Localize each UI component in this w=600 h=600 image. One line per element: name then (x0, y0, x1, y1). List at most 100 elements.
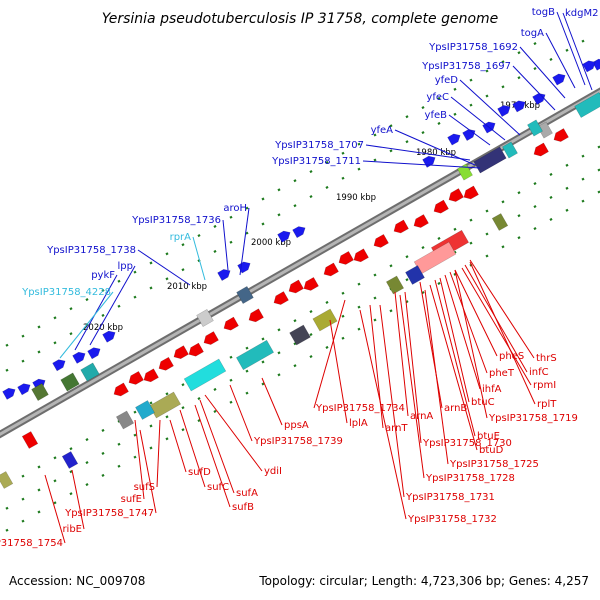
tick-mark (341, 291, 345, 295)
gene-label-ypsip31758-1707: YpsIP31758_1707 (274, 140, 364, 151)
tick-mark (341, 336, 345, 340)
tick-mark (21, 474, 25, 478)
tick-mark (245, 369, 249, 373)
tick-mark (101, 451, 105, 455)
feature-box (61, 451, 79, 469)
forward-gene-arrow (592, 58, 600, 71)
forward-gene-arrow (72, 351, 86, 364)
gene-label-arnt: arnT (385, 423, 408, 434)
forward-gene-arrow (482, 121, 496, 134)
tick-mark (533, 227, 537, 231)
feature-box (149, 391, 181, 419)
tick-mark (549, 217, 553, 221)
tick-mark (165, 392, 169, 396)
tick-mark (149, 401, 153, 405)
tick-mark (565, 48, 569, 52)
tick-mark (229, 400, 233, 404)
tick-mark (453, 87, 457, 91)
gene-label-ribe: ribE (62, 524, 82, 535)
leader-line (394, 129, 476, 166)
reverse-gene-arrow (248, 308, 264, 323)
topology-text: Topology: circular; Length: 4,723,306 bp… (259, 574, 589, 588)
tick-mark (501, 60, 505, 64)
tick-mark (181, 243, 185, 247)
reverse-gene-arrow (553, 128, 569, 142)
tick-mark (213, 224, 217, 228)
leader-line (519, 46, 566, 99)
gene-label-rpmi: rpmI (533, 380, 556, 391)
tick-mark (245, 346, 249, 350)
gene-label-toga: togA (521, 28, 544, 39)
accession-text: Accession: NC_009708 (9, 574, 146, 588)
gene-label-rpra: rprA (170, 232, 192, 243)
gene-label-arnb: arnB (444, 403, 467, 414)
gene-label-phes: pheS (499, 351, 524, 362)
gene-label-btud: btuD (479, 445, 504, 456)
feature-box (527, 119, 543, 137)
tick-mark (69, 307, 73, 311)
tick-mark (325, 185, 329, 189)
tick-mark (21, 497, 25, 501)
tick-mark (261, 337, 265, 341)
leader-line (204, 394, 263, 472)
tick-mark (37, 510, 41, 514)
tick-mark (277, 351, 281, 355)
tick-mark (341, 176, 345, 180)
leader-line (362, 160, 481, 169)
leader-line (399, 294, 425, 479)
tick-mark (469, 78, 473, 82)
feature-box (473, 146, 507, 174)
tick-mark (117, 304, 121, 308)
tick-mark (405, 115, 409, 119)
feature-box (491, 213, 509, 231)
tick-mark (181, 406, 185, 410)
gene-label-pykf: pykF (91, 270, 115, 281)
tick-mark (581, 199, 585, 203)
gene-label-lpla: lplA (349, 418, 368, 429)
tick-mark (101, 428, 105, 432)
gene-label-aroh: aroH (223, 203, 247, 214)
gene-label-kdgm2: kdgM2 (565, 8, 598, 19)
feature-box (236, 286, 254, 304)
feature-box (0, 471, 14, 489)
tick-mark (421, 106, 425, 110)
tick-mark (309, 195, 313, 199)
tick-mark (165, 437, 169, 441)
gene-label-ypsip31758-1711: YpsIP31758_1711 (271, 156, 361, 167)
tick-mark (197, 419, 201, 423)
tick-mark (309, 333, 313, 337)
tick-mark (213, 249, 217, 253)
feature-box (312, 308, 338, 332)
gene-label-ypsip31758-1754: YpsIP31758_1754 (0, 538, 63, 549)
tick-mark (533, 205, 537, 209)
leader-line (434, 279, 476, 437)
tick-mark (229, 355, 233, 359)
gene-label-ypsip31758-1738: YpsIP31758_1738 (46, 245, 136, 256)
reverse-gene-arrow (188, 342, 204, 357)
tick-mark (389, 124, 393, 128)
tick-mark (245, 206, 249, 210)
tick-mark (389, 264, 393, 268)
gene-label-ypsip31758-1747: YpsIP31758_1747 (64, 508, 154, 519)
tick-mark (485, 69, 489, 73)
gene-label-infc: infC (529, 367, 549, 378)
tick-mark (53, 456, 57, 460)
reverse-gene-arrow (338, 250, 354, 265)
tick-mark (437, 281, 441, 285)
tick-mark (85, 483, 89, 487)
forward-gene-arrow (277, 230, 291, 243)
reverse-gene-arrow (448, 188, 464, 202)
gene-label-sufs: sufS (134, 482, 155, 493)
tick-mark (325, 160, 329, 164)
leader-line (450, 96, 506, 141)
leader-line (444, 274, 481, 390)
tick-mark (517, 214, 521, 218)
tick-mark (245, 391, 249, 395)
leader-line (359, 309, 407, 520)
leader-line (261, 377, 283, 426)
tick-mark (581, 177, 585, 181)
tick-mark (85, 461, 89, 465)
leader-line (229, 384, 253, 442)
leader-line (192, 236, 206, 281)
